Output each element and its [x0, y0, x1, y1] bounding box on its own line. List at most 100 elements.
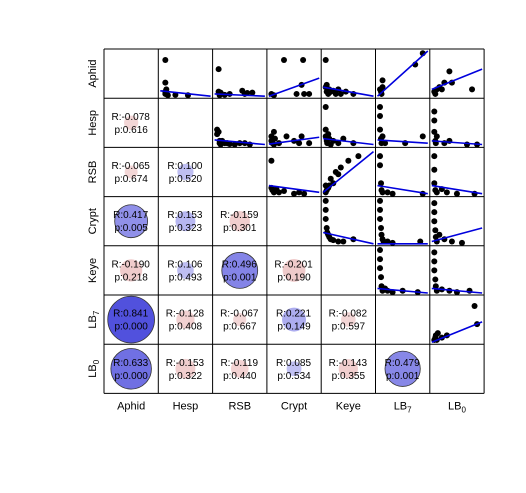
scatter-point: [330, 237, 337, 244]
corr-circle: [175, 211, 196, 232]
scatter-point: [300, 57, 307, 64]
scatter-point: [389, 190, 396, 197]
fit-line: [377, 287, 428, 294]
corr-circle: [177, 163, 194, 181]
corr-p-label: p:0.534: [277, 371, 311, 382]
x-axis-label: RSB: [228, 400, 251, 412]
scatter-point: [323, 81, 330, 88]
scatter-point: [268, 157, 275, 164]
fit-line: [431, 227, 483, 243]
scatter-point: [377, 126, 384, 133]
scatter-point: [355, 153, 362, 160]
corr-p-label: p:0.322: [169, 371, 203, 382]
scatter-point: [332, 90, 339, 97]
corr-p-label: p:0.667: [223, 322, 257, 333]
scatter-point: [431, 249, 438, 256]
scatter-point: [433, 133, 440, 140]
corr-r-label: R:0.106: [167, 259, 202, 270]
scatter-point: [377, 162, 384, 169]
scatter-point: [379, 77, 386, 84]
scatter-point: [322, 215, 329, 222]
scatter-point: [377, 113, 384, 120]
corr-p-label: p:0.323: [169, 223, 203, 234]
corr-r-label: R:-0.082: [329, 309, 368, 320]
scatter-point: [432, 283, 439, 290]
fit-line: [323, 86, 374, 97]
scatter-point: [270, 128, 277, 135]
fit-line: [323, 137, 374, 146]
scatter-point: [322, 126, 329, 133]
fit-line: [268, 77, 320, 97]
fit-line: [322, 151, 375, 193]
scatter-point: [431, 108, 438, 115]
scatter-point: [301, 190, 308, 197]
scatter-point: [378, 180, 385, 187]
scatter-point: [458, 239, 465, 246]
y-axis-label: Hesp: [87, 110, 99, 136]
scatter-point: [335, 171, 342, 178]
scatter-point: [337, 164, 344, 171]
corr-p-label: p:0.001: [386, 371, 420, 382]
corr-p-label: p:0.190: [277, 272, 311, 283]
fit-line: [377, 184, 428, 195]
scatter-point: [335, 238, 342, 245]
scatter-point: [301, 90, 308, 97]
corr-circle: [124, 115, 139, 130]
fit-line: [431, 321, 483, 343]
corr-r-label: R:0.221: [276, 309, 311, 320]
scatter-point: [377, 197, 384, 204]
matrix-grid: [103, 48, 485, 394]
corr-circle: [233, 312, 247, 327]
corr-circle: [230, 360, 249, 378]
x-axis-label: LB0: [448, 400, 466, 414]
corr-r-label: R:-0.067: [220, 309, 259, 320]
corr-p-label: p:0.355: [332, 371, 366, 382]
fit-line: [431, 287, 483, 294]
corr-p-label: p:0.616: [114, 125, 148, 136]
scatter-point: [431, 153, 438, 160]
corr-circle: [175, 358, 196, 379]
scatter-point: [377, 103, 384, 110]
scatter-point: [298, 133, 305, 140]
scatter-point: [306, 140, 313, 147]
scatter-point: [377, 247, 384, 254]
y-axis-label: Keye: [87, 258, 99, 283]
corr-r-label: R:0.153: [167, 210, 202, 221]
scatter-point: [431, 258, 438, 265]
x-axis-label: Aphid: [117, 400, 145, 412]
corr-p-label: p:0.301: [223, 223, 257, 234]
corr-circle: [124, 165, 138, 179]
scatter-point: [327, 175, 334, 182]
scatter-point: [431, 166, 438, 173]
corr-p-label: p:0.597: [332, 322, 366, 333]
scatter-point: [335, 140, 342, 147]
corr-circle: [338, 359, 358, 379]
x-axis-label: Keye: [336, 400, 361, 412]
fit-line: [323, 231, 374, 245]
scatter-point: [378, 90, 385, 97]
scatter-point: [431, 218, 438, 225]
corr-p-label: p:0.000: [114, 322, 148, 333]
corr-r-label: R:0.479: [385, 358, 420, 369]
fit-line: [268, 136, 320, 145]
scatter-point: [322, 197, 329, 204]
scatter-point: [322, 103, 329, 110]
scatter-point: [431, 128, 438, 135]
scatter-point: [471, 303, 478, 310]
corr-circle: [229, 211, 250, 232]
scatter-point: [162, 57, 169, 64]
scatter-point: [271, 135, 278, 142]
corr-circle: [110, 348, 152, 390]
scatter-point: [377, 256, 384, 263]
corr-circle: [107, 295, 155, 344]
scatter-point: [249, 89, 256, 96]
scatter-point: [296, 189, 303, 196]
scatter-point: [431, 200, 438, 207]
fit-line: [431, 68, 483, 91]
scatter-point: [438, 86, 445, 93]
scatter-point: [162, 79, 169, 86]
corr-r-label: R:-0.078: [111, 112, 150, 123]
corr-r-label: R:0.417: [113, 210, 148, 221]
scatter-point: [431, 267, 438, 274]
scatter-point: [379, 133, 386, 140]
